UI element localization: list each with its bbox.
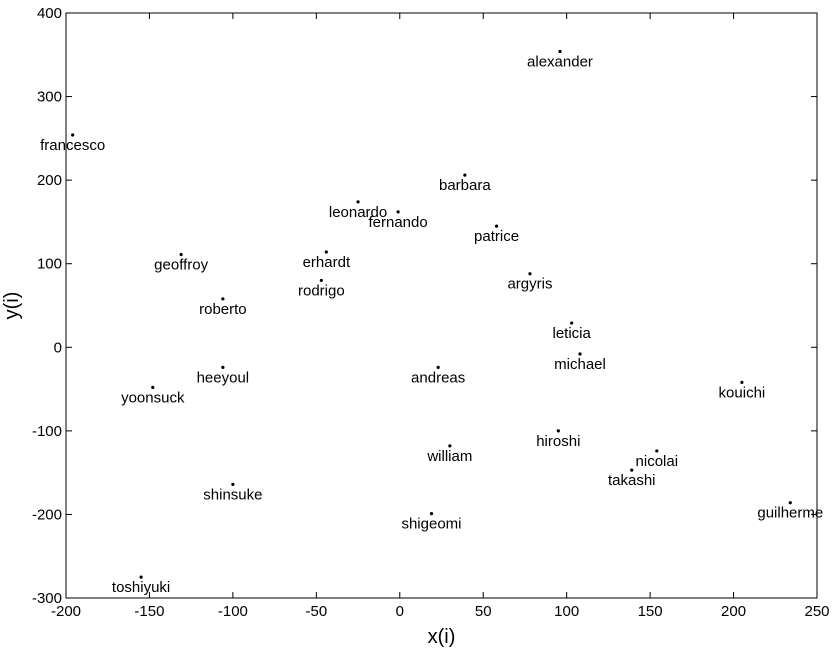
x-tick-label: 150 <box>638 603 663 620</box>
x-axis-title: x(i) <box>428 626 456 648</box>
point-label: roberto <box>199 301 247 318</box>
data-point <box>71 133 75 137</box>
data-point <box>139 575 143 579</box>
point-label: argyris <box>507 276 552 293</box>
point-label: guilherme <box>757 505 823 522</box>
y-tick-label: 400 <box>37 5 62 22</box>
data-point <box>494 224 499 228</box>
y-tick-label: 100 <box>37 256 62 273</box>
x-tick-label: -50 <box>305 603 327 620</box>
data-point <box>436 365 440 369</box>
data-point <box>221 297 225 301</box>
point-label: michael <box>554 356 606 373</box>
data-point <box>556 429 560 433</box>
plot-area <box>65 12 818 599</box>
y-tick-label: 300 <box>37 89 62 106</box>
point-label: francesco <box>40 137 105 154</box>
x-tick-label: -100 <box>218 603 248 620</box>
data-point <box>655 449 659 453</box>
x-tick-label: 0 <box>396 603 404 620</box>
data-point <box>429 511 434 516</box>
data-point <box>578 352 582 356</box>
data-point <box>231 482 235 486</box>
data-point <box>558 49 562 54</box>
point-label: andreas <box>411 369 465 386</box>
point-label: patrice <box>474 228 519 245</box>
point-label: kouichi <box>719 384 766 401</box>
data-point <box>788 501 792 505</box>
x-tick-label: 50 <box>475 603 492 620</box>
x-tick-label: 250 <box>804 603 829 620</box>
x-tick-label: -150 <box>134 603 164 620</box>
data-point <box>463 173 467 177</box>
x-tick-label: 100 <box>554 603 579 620</box>
axis-ticks: -200 -150 -100 -50 0 50 100 150 200 250-300-200-1… <box>32 5 830 620</box>
data-points: alexander francesco barbara leonardofernand… <box>40 49 823 596</box>
point-label: leonardo <box>329 204 387 221</box>
data-point <box>396 210 400 214</box>
y-tick-label: -200 <box>32 506 62 523</box>
x-tick-label: -200 <box>51 603 81 620</box>
point-label: erhardt <box>303 254 351 271</box>
data-point <box>179 252 183 257</box>
point-label: fernando <box>368 214 427 231</box>
point-label: leticia <box>552 325 591 342</box>
data-point <box>151 385 155 389</box>
data-point <box>319 278 323 283</box>
x-tick-label: 200 <box>721 603 746 620</box>
y-tick-label: 0 <box>54 339 62 356</box>
y-tick-label: -100 <box>32 423 62 440</box>
data-point <box>356 200 360 204</box>
point-label: hiroshi <box>536 433 580 450</box>
point-label: barbara <box>439 177 491 194</box>
point-label: shinsuke <box>203 486 262 503</box>
point-label: heeyoul <box>197 369 250 386</box>
data-point <box>324 250 328 254</box>
point-label: toshiyuki <box>112 579 170 596</box>
y-tick-label: -300 <box>32 590 62 607</box>
point-label: takashi <box>608 472 656 489</box>
data-point <box>740 380 744 384</box>
point-label: william <box>426 448 472 465</box>
y-tick-label: 200 <box>37 172 62 189</box>
data-point <box>570 321 574 325</box>
data-point <box>528 272 532 276</box>
point-label: nicolai <box>636 453 679 470</box>
data-point <box>448 444 452 448</box>
point-label: alexander <box>527 53 593 70</box>
point-label: rodrigo <box>298 282 345 299</box>
y-axis-title: y(i) <box>1 292 23 320</box>
point-label: shigeomi <box>401 516 461 533</box>
data-point <box>630 468 634 472</box>
data-point <box>221 365 225 369</box>
point-label: yoonsuck <box>121 389 185 406</box>
point-label: geoffroy <box>154 257 208 274</box>
